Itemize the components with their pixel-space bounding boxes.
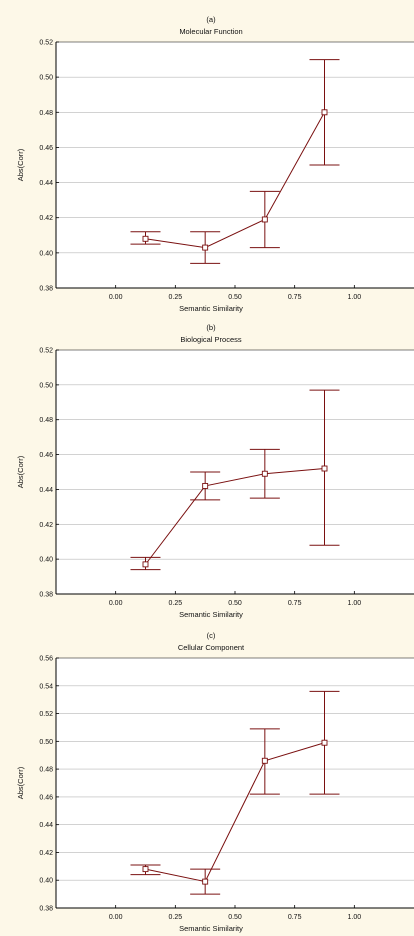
y-tick-label: 0.38 xyxy=(39,592,53,599)
y-tick-label: 0.46 xyxy=(39,452,53,459)
y-tick-label: 0.44 xyxy=(39,822,53,829)
data-point xyxy=(321,739,328,746)
plot-area xyxy=(56,42,414,288)
plot-area xyxy=(56,350,414,594)
y-tick-label: 0.52 xyxy=(39,711,53,718)
data-point xyxy=(321,109,328,116)
chart-title: Biological Process xyxy=(180,335,242,344)
x-tick-label: 0.25 xyxy=(169,294,183,301)
y-tick-label: 0.38 xyxy=(39,286,53,293)
x-tick-label: 0.25 xyxy=(169,600,183,607)
chart-panel-a: (a) Molecular Function 0.38 0.40 0.42 0.44 0.4… xyxy=(16,15,414,313)
y-tick-label: 0.42 xyxy=(39,215,53,222)
x-tick-label: 0.75 xyxy=(288,914,302,921)
y-tick-label: 0.48 xyxy=(39,767,53,774)
x-tick-label: 0.00 xyxy=(109,914,123,921)
chart-panel-b: (b) Biological Process 0.38 0.40 0.42 0.44 0.4… xyxy=(16,323,414,619)
panel-label: (b) xyxy=(206,323,216,332)
y-tick-label: 0.38 xyxy=(39,906,53,913)
data-point xyxy=(202,244,209,251)
y-tick-label: 0.46 xyxy=(39,145,53,152)
data-point xyxy=(202,482,209,489)
x-tick-label: 0.50 xyxy=(228,914,242,921)
data-point xyxy=(142,235,149,242)
chart-panel-c: (c) Cellular Component 0.38 0.40 0.42 0.44 0.4… xyxy=(16,631,414,933)
series-line xyxy=(145,112,325,249)
data-point xyxy=(261,216,268,223)
x-tick-label: 0.25 xyxy=(169,914,183,921)
data-point xyxy=(261,470,268,477)
y-tick-label: 0.44 xyxy=(39,487,53,494)
x-tick-label: 1.00 xyxy=(348,294,362,301)
series-line xyxy=(145,742,325,883)
x-axis-label: Semantic Similarity xyxy=(179,924,243,933)
panel-label: (c) xyxy=(207,631,216,640)
x-tick-label: 0.50 xyxy=(228,294,242,301)
y-axis-label: Abs(Corr) xyxy=(16,455,25,488)
y-tick-label: 0.42 xyxy=(39,522,53,529)
x-tick-label: 1.00 xyxy=(348,914,362,921)
y-axis-label: Abs(Corr) xyxy=(16,148,25,181)
y-tick-label: 0.48 xyxy=(39,417,53,424)
x-tick-label: 0.75 xyxy=(288,600,302,607)
y-tick-label: 0.50 xyxy=(39,739,53,746)
data-point xyxy=(142,561,149,568)
y-tick-label: 0.52 xyxy=(39,40,53,47)
x-tick-label: 0.75 xyxy=(288,294,302,301)
data-point xyxy=(202,878,209,885)
data-point xyxy=(321,465,328,472)
x-tick-label: 1.00 xyxy=(348,600,362,607)
y-tick-label: 0.40 xyxy=(39,878,53,885)
y-axis-label: Abs(Corr) xyxy=(16,766,25,799)
x-tick-label: 0.00 xyxy=(109,294,123,301)
x-axis-label: Semantic Similarity xyxy=(179,610,243,619)
y-tick-label: 0.46 xyxy=(39,794,53,801)
data-point xyxy=(261,757,268,764)
y-tick-label: 0.50 xyxy=(39,382,53,389)
x-axis-label: Semantic Similarity xyxy=(179,304,243,313)
y-tick-label: 0.48 xyxy=(39,110,53,117)
data-point xyxy=(142,866,149,873)
y-tick-label: 0.42 xyxy=(39,850,53,857)
chart-title: Cellular Component xyxy=(178,643,245,652)
y-tick-label: 0.56 xyxy=(39,656,53,663)
x-tick-label: 0.50 xyxy=(228,600,242,607)
x-tick-label: 0.00 xyxy=(109,600,123,607)
y-tick-label: 0.40 xyxy=(39,557,53,564)
y-tick-label: 0.44 xyxy=(39,180,53,187)
y-tick-label: 0.50 xyxy=(39,75,53,82)
chart-title: Molecular Function xyxy=(179,27,242,36)
y-tick-label: 0.52 xyxy=(39,348,53,355)
plot-area xyxy=(56,658,414,908)
y-tick-label: 0.40 xyxy=(39,250,53,257)
panel-label: (a) xyxy=(206,15,216,24)
series-line xyxy=(145,468,325,565)
y-tick-label: 0.54 xyxy=(39,683,53,690)
